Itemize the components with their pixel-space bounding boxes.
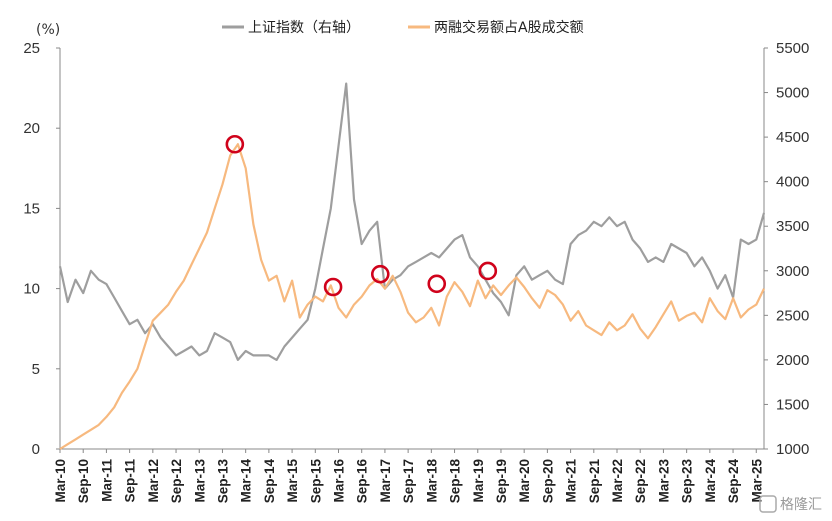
legend-label-shanghai-index: 上证指数（右轴） [248,20,360,36]
x-tick-label: Sep-24 [726,459,741,504]
y-left-tick-label: 5 [32,361,40,378]
x-tick-label: Sep-21 [587,459,602,504]
x-tick-label: Sep-11 [123,459,138,503]
y-left-tick-label: 10 [23,281,40,298]
y-right-tick-label: 3000 [776,263,809,280]
x-tick-label: Mar-14 [239,459,254,503]
margin-trading-ratio-line [59,143,765,450]
x-tick-label: Mar-25 [749,459,764,503]
x-tick-label: Mar-21 [564,459,579,503]
x-tick-label: Sep-16 [355,459,370,504]
x-tick-label: Mar-20 [517,459,532,503]
x-tick-label: Mar-24 [703,459,718,503]
x-tick-label: Sep-18 [448,459,463,504]
highlight-circle [323,277,343,297]
y-left-tick-label: 25 [23,40,40,57]
x-tick-label: Sep-15 [308,459,323,504]
legend-label-margin-ratio: 两融交易额占A股成交额 [434,19,584,36]
highlight-circle [370,264,390,284]
left-axis-unit: (%) [36,22,60,38]
x-tick-label: Mar-12 [146,459,161,503]
x-tick-label: Mar-10 [53,459,68,503]
x-tick-label: Sep-22 [633,459,648,503]
x-tick-label: Sep-19 [494,459,509,503]
y-right-tick-label: 4500 [776,129,809,146]
x-tick-label: Mar-23 [656,459,671,503]
x-tick-label: Sep-23 [680,459,695,504]
y-right-tick-label: 1500 [776,396,809,413]
x-tick-label: Sep-12 [169,459,184,503]
x-tick-label: Mar-11 [99,459,114,502]
y-right-tick-label: 2000 [776,352,809,369]
x-tick-label: Sep-17 [401,459,416,503]
x-tick-label: Mar-22 [610,459,625,503]
y-left-tick-label: 20 [23,120,40,137]
x-tick-label: Sep-13 [215,459,230,504]
y-left-tick-label: 0 [32,441,40,458]
y-right-tick-label: 1000 [776,441,809,458]
highlight-circle [478,261,498,281]
y-right-tick-label: 2500 [776,307,809,324]
x-tick-label: Mar-13 [192,459,207,503]
x-tick-label: Mar-19 [471,459,486,503]
y-left-tick-label: 15 [23,200,40,217]
x-tick-label: Mar-16 [332,459,347,503]
x-tick-label: Mar-17 [378,459,393,503]
x-tick-label: Sep-14 [262,459,277,504]
highlight-circle [225,134,245,154]
shanghai-index-line [58,82,766,361]
x-tick-label: Sep-10 [76,459,91,503]
x-tick-label: Mar-18 [424,459,439,503]
highlight-circle [427,274,447,294]
x-tick-label: Sep-20 [540,459,555,503]
y-right-tick-label: 4000 [776,174,809,191]
y-right-tick-label: 5500 [776,40,809,57]
x-tick-label: Mar-15 [285,459,300,503]
y-right-tick-label: 5000 [776,85,809,102]
watermark-text: 格隆汇 [780,497,822,513]
y-right-tick-label: 3500 [776,218,809,235]
watermark-logo-icon [759,495,777,513]
